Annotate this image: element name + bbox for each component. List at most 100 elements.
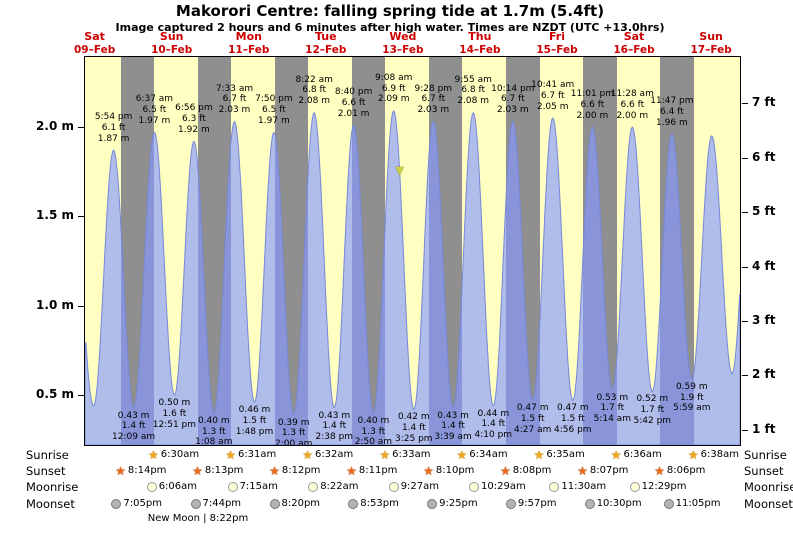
- tide-area-curve: [85, 109, 740, 445]
- moonrise-time: 12:29pm: [641, 481, 687, 492]
- sunrise-star-icon: ★: [379, 448, 391, 462]
- moonrise-entry: 8:22am: [308, 480, 359, 495]
- tide-label-line: 2.03 m: [417, 105, 450, 116]
- tide-label-line: 1.4 ft: [441, 421, 465, 432]
- moonrise-icon: [469, 482, 479, 492]
- sunrise-star-icon: ★: [225, 448, 236, 462]
- tide-label-line: 1.97 m: [258, 115, 290, 126]
- moonset-icon: [269, 499, 280, 509]
- day-of-week-label: Tue: [315, 30, 337, 43]
- tide-label-line: 2.01 m: [337, 108, 370, 119]
- moonset-icon: [111, 499, 122, 509]
- sunrise-star-icon: ★: [302, 448, 313, 462]
- tide-label-line: 2.00 m: [616, 110, 649, 121]
- tide-label-line: 2.09 m: [377, 94, 410, 105]
- sunrise-time: 6:38am: [700, 449, 739, 460]
- day-date-label: 10–Feb: [151, 43, 193, 56]
- sunrise-time: 6:36am: [623, 449, 662, 460]
- moonrise-time: 9:27am: [400, 481, 440, 492]
- moonrise-entry: 7:15am: [227, 480, 278, 495]
- tide-label-line: 2.03 m: [218, 105, 251, 116]
- day-date-label: 13–Feb: [382, 43, 424, 56]
- tide-high-label: 9:55 am 6.8 ft 2.08 m: [443, 75, 503, 107]
- side-label-sunset: Sunset: [26, 464, 66, 478]
- tide-high-label: 10:41 am 6.7 ft 2.05 m: [523, 80, 583, 112]
- day-of-week-label: Sat: [623, 30, 645, 43]
- sunset-sun-icon: ★: [423, 464, 434, 478]
- tide-low-label: 0.50 m 1.6 ft 12:51 pm: [144, 398, 204, 430]
- day-date-label: 16–Feb: [613, 43, 655, 56]
- moonrise-entry: 12:29pm: [629, 480, 687, 495]
- sunset-sun-icon: ★: [346, 464, 357, 478]
- tide-high-label: 5:54 pm 6.1 ft 1.87 m: [85, 112, 144, 144]
- sunset-sun-icon: ★: [577, 464, 588, 478]
- moonrise-time: 11:30am: [561, 481, 607, 492]
- moonset-time: 8:20pm: [281, 498, 321, 509]
- moonset-icon: [505, 499, 516, 509]
- sunset-entry: ★ 8:14pm: [115, 464, 166, 479]
- sunset-entry: ★ 8:10pm: [423, 464, 474, 479]
- tide-label-line: 1.7 ft: [600, 403, 625, 414]
- tide-label-line: 1.97 m: [138, 115, 171, 126]
- tide-low-label: 0.52 m 1.7 ft 5:42 pm: [622, 394, 682, 426]
- tide-label-line: 1.6 ft: [162, 408, 187, 419]
- moonset-time: 11:05pm: [675, 498, 721, 509]
- tide-label-line: 1.3 ft: [361, 426, 386, 437]
- sunset-entry: ★ 8:07pm: [577, 464, 628, 479]
- tide-plot-area: 5:54 pm 6.1 ft 1.87 m 0.43 m 1.4 ft 12:09 am 6…: [84, 56, 741, 446]
- moonset-time: 9:25pm: [439, 498, 478, 509]
- tide-label-line: 0.52 m: [636, 394, 669, 405]
- sunset-entry: ★ 8:06pm: [654, 464, 705, 479]
- sunrise-entry: ★ 6:35am: [534, 448, 585, 463]
- day-labels-row: Sat 09–Feb Sun 10–Feb Mon 11–Feb Tue 12–Feb Wed 1…: [0, 30, 793, 57]
- sunrise-entry: ★ 6:31am: [225, 448, 276, 463]
- sunset-sun-icon: ★: [269, 464, 280, 478]
- tide-label-line: 1.4 ft: [481, 419, 506, 430]
- tide-label-line: 2.03 m: [496, 105, 529, 116]
- moonrise-icon: [549, 482, 560, 492]
- tide-high-label: 8:40 pm 6.6 ft 2.01 m: [324, 87, 384, 119]
- tide-curve-svg: [85, 109, 740, 445]
- side-label-sunset: Sunset: [744, 464, 784, 478]
- tide-high-label: 10:14 pm 6.7 ft 2.03 m: [483, 84, 543, 116]
- sunrise-star-icon: ★: [610, 448, 622, 462]
- tide-low-label: 0.40 m 1.3 ft 2:50 am: [343, 415, 403, 446]
- tide-label-line: 0.39 m: [277, 417, 310, 428]
- tide-label-line: 6.7 ft: [500, 94, 525, 105]
- tide-low-label: 0.46 m 1.5 ft 1:48 pm: [225, 405, 285, 437]
- moonset-icon: [584, 499, 595, 509]
- sunset-sun-icon: ★: [115, 464, 126, 478]
- day-label: Sun 17–Feb: [690, 30, 731, 56]
- moonset-time: 8:53pm: [360, 498, 399, 509]
- day-date-label: 11–Feb: [228, 43, 270, 56]
- tide-high-label: 9:08 am 6.9 ft 2.09 m: [364, 73, 424, 105]
- tide-label-line: 9:55 am: [454, 74, 492, 85]
- moonset-entry: 10:30pm: [584, 497, 642, 512]
- moonset-entry: 11:05pm: [663, 497, 721, 512]
- page-title: Makorori Centre: falling spring tide at …: [175, 2, 605, 20]
- tide-label-line: 6.4 ft: [660, 106, 684, 117]
- day-of-week-label: Sun: [159, 30, 184, 43]
- sunrise-entry: ★ 6:38am: [688, 448, 739, 463]
- tide-label-line: 5:59 am: [673, 403, 711, 414]
- tide-label-line: 2:50 am: [354, 437, 393, 446]
- day-date-label: 14–Feb: [459, 43, 501, 56]
- tide-label-line: 1.96 m: [656, 117, 688, 128]
- tide-label-line: 6.5 ft: [262, 105, 286, 116]
- day-date-label: 15–Feb: [536, 43, 578, 56]
- tide-label-line: 0.59 m: [675, 381, 708, 392]
- moonset-time: 7:05pm: [123, 498, 162, 509]
- moonrise-icon: [629, 482, 640, 492]
- tide-label-line: 6:56 pm: [175, 103, 213, 114]
- tide-high-label: 6:37 am 6.5 ft 1.97 m: [124, 94, 184, 126]
- tide-label-line: 0.40 m: [357, 415, 390, 426]
- tide-label-line: 6.7 ft: [540, 90, 565, 101]
- moonset-entry: 8:20pm: [269, 497, 321, 512]
- tide-high-label: 8:22 am 6.8 ft 2.08 m: [284, 75, 344, 107]
- sunrise-time: 6:34am: [469, 449, 508, 460]
- moonset-time: 10:30pm: [596, 498, 642, 509]
- day-label: Mon 11–Feb: [228, 30, 270, 56]
- tide-label-line: 6.5 ft: [142, 105, 167, 116]
